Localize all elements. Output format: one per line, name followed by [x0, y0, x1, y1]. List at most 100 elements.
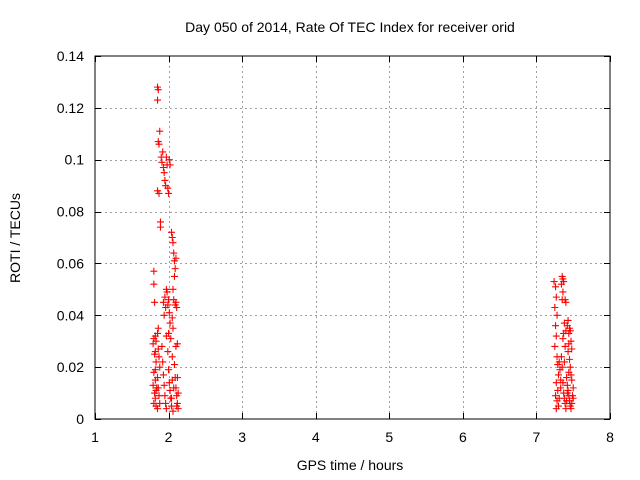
data-point: [152, 337, 160, 345]
data-point: [560, 358, 568, 366]
data-point: [559, 288, 567, 296]
data-point: [168, 353, 176, 361]
data-point: [150, 267, 158, 275]
data-point: [569, 394, 577, 402]
x-tick-label: 1: [91, 429, 99, 445]
data-point: [154, 329, 162, 337]
data-point: [563, 381, 571, 389]
data-point: [154, 405, 162, 413]
data-point: [563, 389, 571, 397]
data-point: [156, 363, 164, 371]
data-point: [567, 337, 575, 345]
data-point: [568, 345, 576, 353]
data-point: [166, 319, 174, 327]
data-point: [552, 283, 560, 291]
tick-labels: 1 2 3 4 5 6 7 8 0 0.02 0.04 0.06 0.08 0.1 0.12 0.14: [57, 48, 614, 445]
data-point: [166, 161, 174, 169]
data-point: [555, 371, 562, 379]
data-point: [563, 374, 571, 382]
data-point: [168, 376, 176, 384]
data-point: [158, 342, 166, 350]
data-point: [172, 298, 180, 306]
data-point: [163, 288, 171, 296]
data-point: [568, 399, 576, 407]
data-points: [149, 83, 577, 415]
data-point: [152, 358, 160, 366]
data-point: [159, 358, 167, 366]
y-axis-label: ROTI / TECUs: [7, 193, 23, 283]
data-point: [154, 384, 162, 392]
data-point: [162, 405, 170, 413]
data-point: [172, 342, 180, 350]
data-point: [155, 353, 163, 361]
x-tick-label: 5: [385, 429, 393, 445]
data-point: [551, 304, 559, 312]
data-point: [151, 298, 159, 306]
data-point: [155, 392, 163, 400]
x-tick-label: 4: [312, 429, 320, 445]
data-point: [154, 324, 162, 332]
data-point: [169, 407, 177, 415]
data-point: [161, 176, 169, 184]
data-point: [168, 394, 176, 402]
y-tick-label: 0.04: [57, 307, 84, 323]
data-point: [172, 254, 180, 262]
data-point: [553, 311, 561, 319]
data-point: [550, 278, 558, 286]
plot-frame: [94, 55, 611, 420]
data-point: [156, 399, 164, 407]
data-point: [174, 389, 182, 397]
data-point: [566, 355, 574, 363]
data-point: [149, 381, 157, 389]
data-point: [560, 278, 568, 286]
data-point: [165, 156, 173, 164]
data-point: [162, 182, 170, 190]
data-point: [166, 386, 174, 394]
data-point: [164, 348, 172, 356]
data-point: [160, 381, 168, 389]
data-point: [559, 335, 567, 343]
data-point: [552, 379, 560, 387]
y-tick-label: 0.14: [57, 48, 84, 64]
data-point: [566, 327, 574, 335]
data-point: [557, 353, 565, 361]
data-point: [557, 384, 565, 392]
data-point: [161, 293, 169, 301]
data-point: [568, 376, 576, 384]
x-tick-label: 6: [459, 429, 467, 445]
grid-lines: [95, 56, 610, 419]
data-point: [169, 324, 177, 332]
y-tick-label: 0.1: [65, 152, 85, 168]
data-point: [151, 366, 159, 374]
data-point: [159, 298, 167, 306]
data-point: [552, 322, 560, 330]
data-point: [170, 384, 178, 392]
data-point: [165, 329, 173, 337]
data-point: [562, 405, 570, 413]
x-tick-label: 2: [165, 429, 173, 445]
y-tick-label: 0.02: [57, 359, 84, 375]
data-point: [569, 384, 577, 392]
data-point: [565, 368, 573, 376]
data-point: [552, 392, 560, 400]
data-point: [173, 304, 181, 312]
data-point: [159, 371, 167, 379]
data-point: [165, 366, 173, 374]
data-point: [161, 392, 169, 400]
x-axis-label: GPS time / hours: [297, 457, 404, 473]
data-point: [170, 249, 178, 257]
data-point: [154, 374, 162, 382]
axis-ticks: [95, 56, 611, 420]
data-point: [155, 140, 163, 148]
y-tick-label: 0.06: [57, 255, 84, 271]
data-point: [168, 228, 176, 236]
data-point: [561, 342, 569, 350]
data-point: [170, 272, 178, 280]
data-point: [552, 332, 560, 340]
y-tick-label: 0.08: [57, 204, 84, 220]
x-tick-label: 7: [533, 429, 541, 445]
data-point: [552, 293, 560, 301]
data-point: [158, 158, 166, 166]
data-point: [164, 301, 172, 309]
y-tick-label: 0: [76, 411, 84, 427]
